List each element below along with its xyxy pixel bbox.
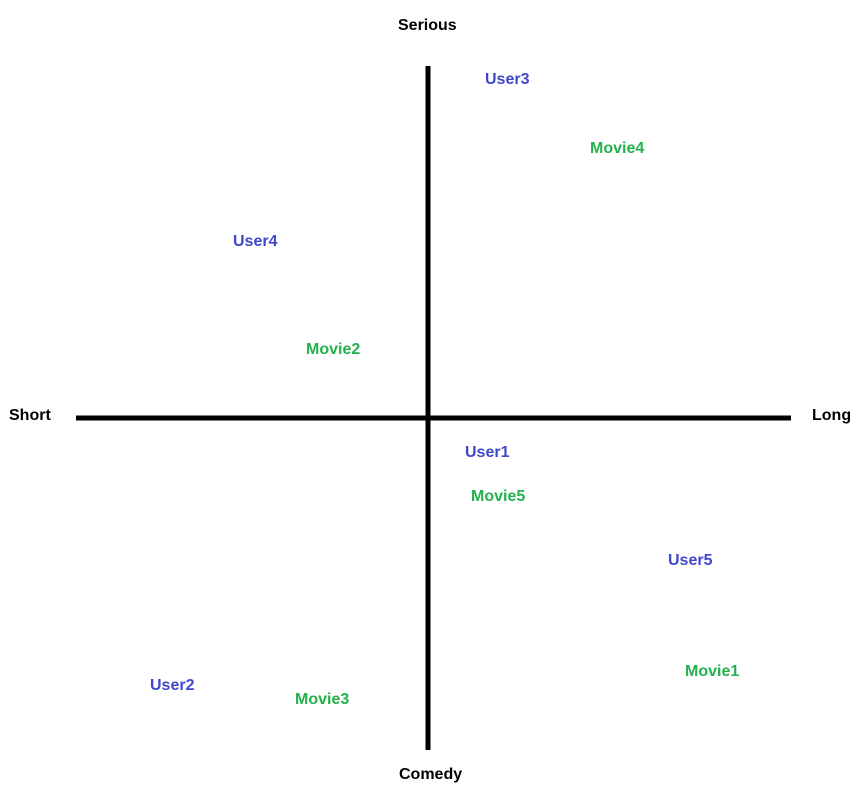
axis-label-serious: Serious <box>398 17 457 34</box>
point-movie5: Movie5 <box>471 488 526 505</box>
axis-label-long: Long <box>812 407 852 424</box>
point-user2: User2 <box>150 677 195 694</box>
axis-label-short: Short <box>9 407 51 424</box>
point-user3: User3 <box>485 71 530 88</box>
point-movie3: Movie3 <box>295 691 350 708</box>
point-user5: User5 <box>668 552 713 569</box>
axis-label-comedy: Comedy <box>399 766 463 783</box>
point-movie4: Movie4 <box>590 140 645 157</box>
point-user1: User1 <box>465 444 510 461</box>
point-movie1: Movie1 <box>685 663 740 680</box>
point-movie2: Movie2 <box>306 341 361 358</box>
point-user4: User4 <box>233 233 278 250</box>
